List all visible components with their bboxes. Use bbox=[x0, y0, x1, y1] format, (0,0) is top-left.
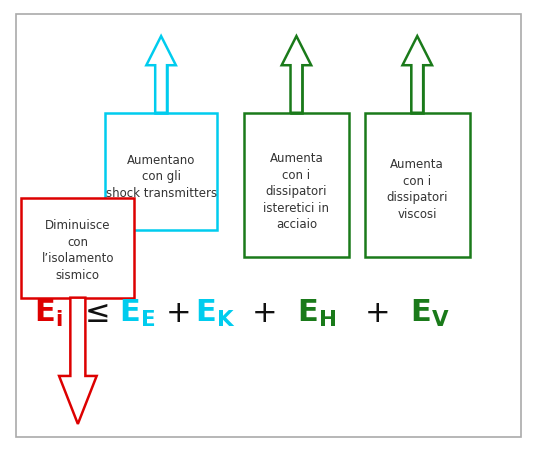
Bar bbox=[365, 113, 470, 257]
Polygon shape bbox=[59, 298, 97, 424]
Polygon shape bbox=[146, 36, 176, 113]
Bar bbox=[105, 113, 217, 230]
Text: $\mathbf{E_K}$: $\mathbf{E_K}$ bbox=[194, 298, 235, 329]
Text: $\mathbf{E_E}$: $\mathbf{E_E}$ bbox=[119, 298, 155, 329]
Text: $\mathbf{E_i}$: $\mathbf{E_i}$ bbox=[34, 298, 63, 329]
Text: Aumenta
con i
dissipatori
isteretici in
acciaio: Aumenta con i dissipatori isteretici in … bbox=[264, 152, 329, 231]
Polygon shape bbox=[282, 36, 311, 113]
Text: Diminuisce
con
l’isolamento
sismico: Diminuisce con l’isolamento sismico bbox=[41, 219, 114, 281]
Text: $\mathbf{E_V}$: $\mathbf{E_V}$ bbox=[410, 298, 449, 329]
Bar bbox=[411, 65, 423, 113]
Bar bbox=[155, 65, 167, 113]
Text: $+$: $+$ bbox=[165, 299, 190, 328]
Polygon shape bbox=[403, 36, 432, 113]
Bar bbox=[21, 198, 134, 298]
Bar bbox=[244, 113, 349, 257]
Text: Aumenta
con i
dissipatori
viscosi: Aumenta con i dissipatori viscosi bbox=[387, 158, 448, 221]
Text: $\leq$: $\leq$ bbox=[79, 299, 109, 328]
Text: $\mathbf{E_H}$: $\mathbf{E_H}$ bbox=[297, 298, 336, 329]
Text: Aumentano
con gli
shock transmitters: Aumentano con gli shock transmitters bbox=[106, 154, 216, 200]
Bar bbox=[291, 65, 302, 113]
Text: $+$: $+$ bbox=[364, 299, 388, 328]
Text: $+$: $+$ bbox=[251, 299, 275, 328]
